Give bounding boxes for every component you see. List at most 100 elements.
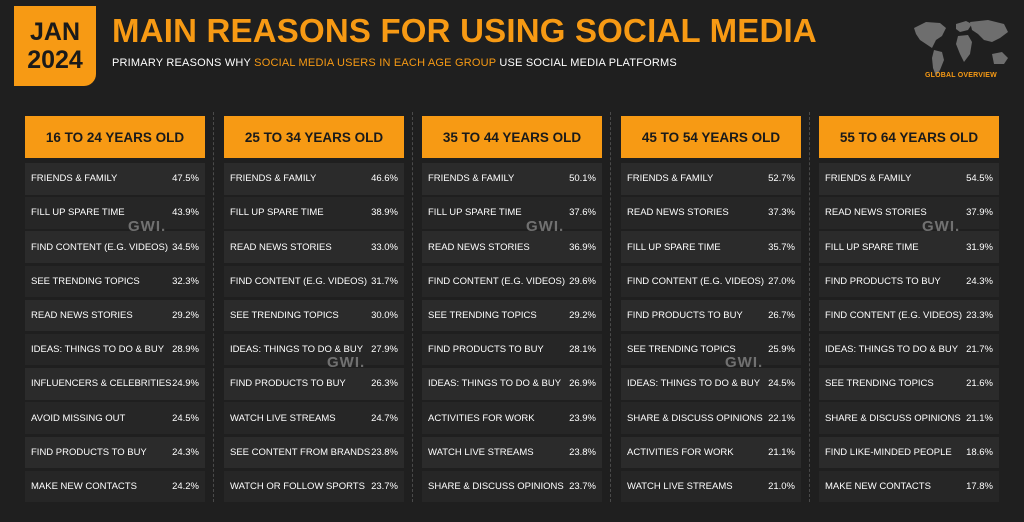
reason-row: WATCH LIVE STREAMS 21.0% [621,470,801,503]
reason-label: SHARE & DISCUSS OPINIONS [627,412,763,424]
reason-row: SEE TRENDING TOPICS 29.2% [422,299,602,332]
reason-row: IDEAS: THINGS TO DO & BUY 27.9% [224,333,404,366]
subtitle-post: USE SOCIAL MEDIA PLATFORMS [496,57,677,69]
reason-list: FRIENDS & FAMILY 54.5% READ NEWS STORIES 37… [819,163,999,503]
reason-label: FIND CONTENT (E.G. VIDEOS) [31,241,169,253]
age-group-header: 25 TO 34 YEARS OLD [224,116,404,158]
reason-label: FIND CONTENT (E.G. VIDEOS) [627,275,765,287]
column-divider [213,112,214,502]
reason-value: 21.6% [966,378,993,390]
reason-value: 37.3% [768,207,795,219]
reason-label: FILL UP SPARE TIME [31,207,125,219]
age-group-header: 55 TO 64 YEARS OLD [819,116,999,158]
reason-value: 28.1% [569,344,596,356]
reason-row: FRIENDS & FAMILY 52.7% [621,163,801,195]
reason-label: MAKE NEW CONTACTS [825,480,931,492]
reason-value: 31.9% [966,241,993,253]
reason-label: SEE TRENDING TOPICS [428,310,537,321]
reason-value: 33.0% [371,241,398,253]
watermark: GWI. [327,354,366,371]
age-group-column: 25 TO 34 YEARS OLD FRIENDS & FAMILY 46.6% F… [224,116,404,505]
reason-row: IDEAS: THINGS TO DO & BUY 21.7% [819,333,999,366]
reason-label: SHARE & DISCUSS OPINIONS [825,412,961,424]
reason-row: FIND CONTENT (E.G. VIDEOS) 23.3% [819,299,999,332]
reason-label: FIND LIKE-MINDED PEOPLE [825,446,952,458]
reason-label: FIND CONTENT (E.G. VIDEOS) [428,275,566,287]
reason-label: FRIENDS & FAMILY [428,173,515,185]
reason-value: 34.5% [172,241,199,253]
column-divider [412,112,413,502]
reason-row: SHARE & DISCUSS OPINIONS 21.1% [819,402,999,434]
reason-value: 28.9% [172,344,199,356]
reason-value: 27.0% [768,275,795,287]
reason-value: 50.1% [569,173,596,185]
reason-row: SHARE & DISCUSS OPINIONS 22.1% [621,402,801,434]
reason-row: SEE TRENDING TOPICS 30.0% [224,299,404,332]
reason-value: 52.7% [768,173,795,185]
reason-label: AVOID MISSING OUT [31,412,126,424]
reason-value: 24.2% [172,480,199,492]
reason-label: FILL UP SPARE TIME [627,241,721,253]
reason-value: 29.2% [172,310,199,321]
reason-row: READ NEWS STORIES 29.2% [25,299,205,332]
reason-value: 38.9% [371,207,398,219]
reason-label: FIND PRODUCTS TO BUY [230,378,346,390]
reason-value: 17.8% [966,480,993,492]
reason-value: 21.0% [768,480,795,492]
reason-row: FRIENDS & FAMILY 46.6% [224,163,404,195]
reason-label: MAKE NEW CONTACTS [31,480,137,492]
subtitle-highlight: SOCIAL MEDIA USERS IN EACH AGE GROUP [254,57,497,69]
reason-row: FIND PRODUCTS TO BUY 24.3% [25,436,205,468]
reason-label: IDEAS: THINGS TO DO & BUY [230,344,364,356]
reason-label: FILL UP SPARE TIME [428,207,522,219]
reason-row: SEE TRENDING TOPICS 25.9% [621,333,801,366]
reason-label: SEE TRENDING TOPICS [627,344,736,356]
reason-value: 37.9% [966,207,993,219]
reason-value: 46.6% [371,173,398,185]
reason-value: 24.5% [768,378,795,390]
reason-value: 23.8% [569,446,596,458]
reason-value: 24.3% [172,446,199,458]
reason-value: 23.7% [569,480,596,492]
reason-value: 37.6% [569,207,596,219]
reason-row: FILL UP SPARE TIME 31.9% [819,231,999,263]
reason-label: FIND PRODUCTS TO BUY [31,446,147,458]
reason-label: FIND CONTENT (E.G. VIDEOS) [230,275,368,287]
reason-label: FRIENDS & FAMILY [627,173,714,185]
reason-row: IDEAS: THINGS TO DO & BUY 26.9% [422,368,602,400]
reason-label: FRIENDS & FAMILY [230,173,317,185]
reason-row: FILL UP SPARE TIME 37.6% [422,197,602,229]
reason-label: FRIENDS & FAMILY [31,173,118,185]
watermark: GWI. [128,218,167,235]
reason-row: READ NEWS STORIES 37.9% [819,197,999,229]
reason-value: 22.1% [768,412,795,424]
reason-label: ACTIVITIES FOR WORK [627,446,734,458]
reason-row: IDEAS: THINGS TO DO & BUY 28.9% [25,333,205,366]
reason-value: 26.3% [371,378,398,390]
reason-row: WATCH LIVE STREAMS 24.7% [224,402,404,434]
reason-value: 21.1% [966,412,993,424]
reason-value: 26.9% [569,378,596,390]
reason-row: WATCH OR FOLLOW SPORTS 23.7% [224,470,404,503]
reason-label: SEE TRENDING TOPICS [825,378,934,390]
chart-subtitle: PRIMARY REASONS WHY SOCIAL MEDIA USERS I… [112,57,677,69]
reason-row: AVOID MISSING OUT 24.5% [25,402,205,434]
reason-row: FRIENDS & FAMILY 50.1% [422,163,602,195]
reason-row: FIND PRODUCTS TO BUY 24.3% [819,265,999,298]
reason-value: 23.9% [569,412,596,424]
reason-label: FRIENDS & FAMILY [825,173,912,185]
reason-label: IDEAS: THINGS TO DO & BUY [825,344,959,356]
reason-row: READ NEWS STORIES 36.9% [422,231,602,263]
reason-label: FIND PRODUCTS TO BUY [825,275,941,287]
age-group-column: 16 TO 24 YEARS OLD FRIENDS & FAMILY 47.5% F… [25,116,205,505]
age-group-column: 35 TO 44 YEARS OLD FRIENDS & FAMILY 50.1% F… [422,116,602,505]
reason-value: 29.2% [569,310,596,321]
reason-label: FILL UP SPARE TIME [825,241,919,253]
reason-row: FILL UP SPARE TIME 38.9% [224,197,404,229]
reason-label: FIND PRODUCTS TO BUY [428,344,544,356]
reason-list: FRIENDS & FAMILY 46.6% FILL UP SPARE TIME 3… [224,163,404,503]
reason-row: SEE TRENDING TOPICS 21.6% [819,368,999,400]
reason-row: FIND CONTENT (E.G. VIDEOS) 29.6% [422,265,602,298]
watermark: GWI. [725,354,764,371]
watermark: GWI. [922,218,961,235]
